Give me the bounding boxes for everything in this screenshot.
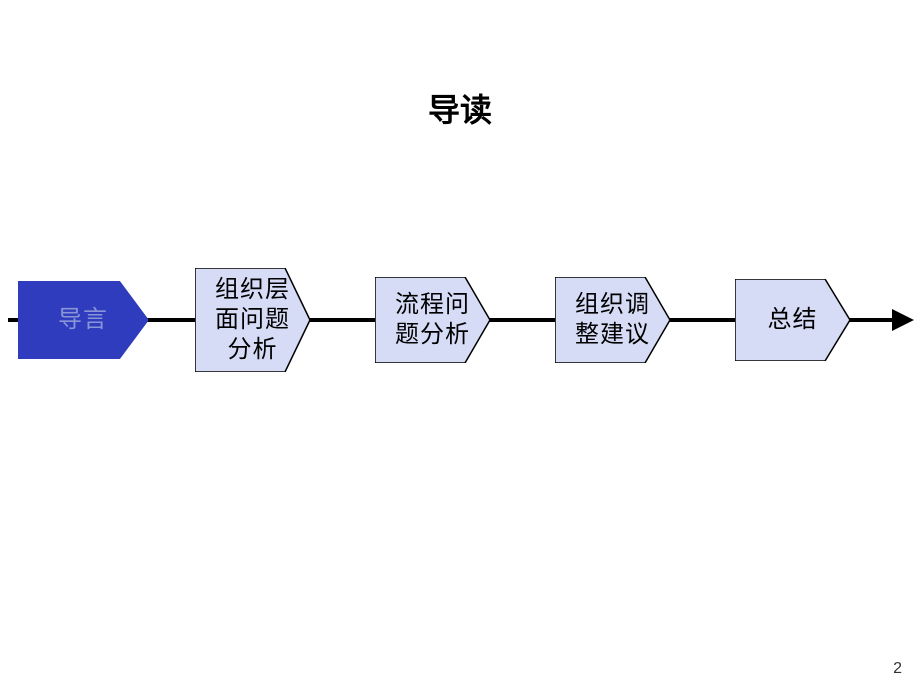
flow-node: 导言: [18, 281, 148, 359]
flow-node-label: 总结: [751, 305, 835, 335]
page-number: 2: [893, 660, 902, 678]
flow-node: 组织调 整建议: [555, 277, 670, 363]
flow-node: 总结: [735, 279, 850, 361]
flow-node-label: 导言: [36, 305, 131, 335]
flow-arrow-head-icon: [892, 309, 914, 331]
flow-node: 流程问 题分析: [375, 277, 490, 363]
flow-node-label: 组织层 面问题 分析: [211, 275, 295, 365]
flow-node-label: 流程问 题分析: [391, 290, 475, 350]
page-title: 导读: [0, 85, 920, 131]
flow-diagram: 导言 组织层 面问题 分析 流程问 题分析 组织调 整建议 总结: [0, 265, 920, 375]
flow-node: 组织层 面问题 分析: [195, 268, 310, 372]
flow-node-label: 组织调 整建议: [571, 290, 655, 350]
